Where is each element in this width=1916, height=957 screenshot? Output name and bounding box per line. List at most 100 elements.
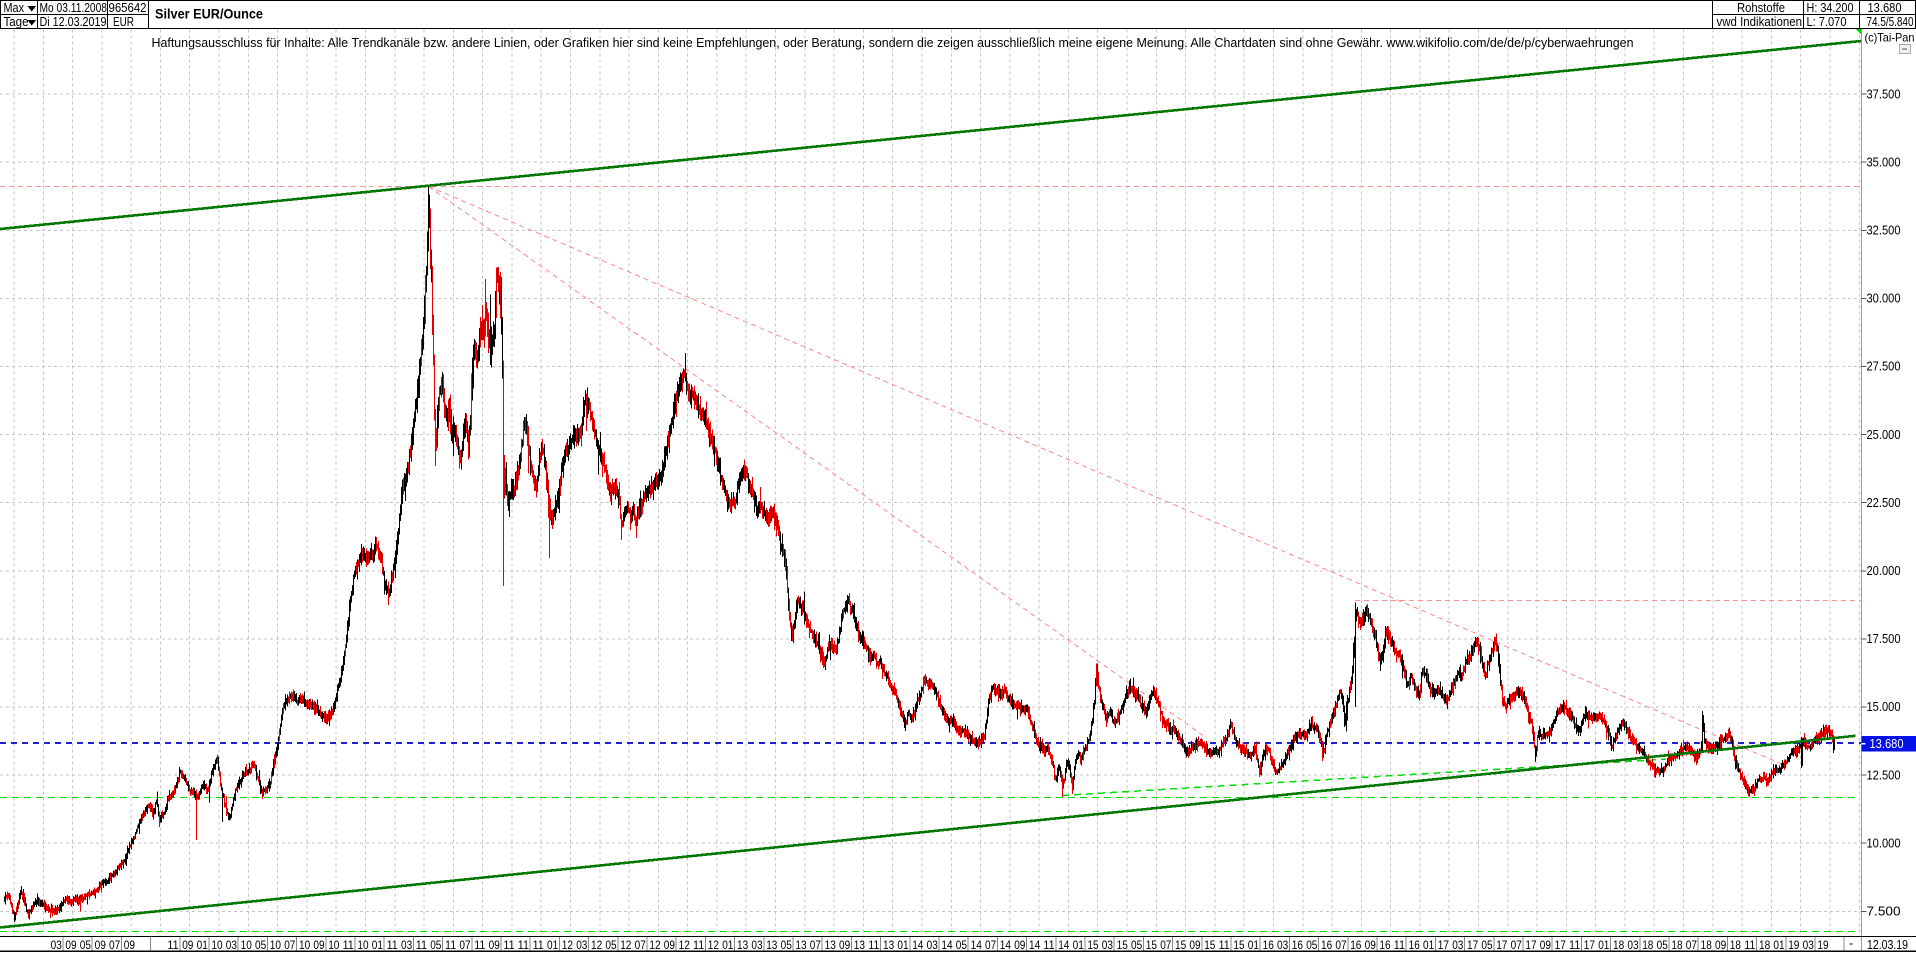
svg-text:11: 11 — [416, 938, 427, 952]
svg-text:03: 03 — [1277, 938, 1288, 952]
svg-text:12: 12 — [620, 938, 631, 952]
svg-text:05: 05 — [605, 938, 616, 952]
svg-text:13: 13 — [766, 938, 777, 952]
svg-text:74.5/5.840: 74.5/5.840 — [1867, 15, 1914, 29]
svg-text:18: 18 — [1613, 938, 1624, 952]
svg-text:03: 03 — [576, 938, 587, 952]
svg-text:03: 03 — [401, 938, 412, 952]
svg-text:05: 05 — [1481, 938, 1492, 952]
svg-text:09: 09 — [1540, 938, 1551, 952]
svg-text:vwd Indikationen: vwd Indikationen — [1717, 15, 1803, 29]
svg-text:L: 7.070: L: 7.070 — [1807, 15, 1847, 29]
svg-text:03: 03 — [751, 938, 762, 952]
svg-text:11: 11 — [1569, 938, 1580, 952]
svg-text:10: 10 — [328, 938, 339, 952]
svg-text:Rohstoffe: Rohstoffe — [1737, 1, 1785, 15]
svg-text:16: 16 — [1409, 938, 1420, 952]
svg-text:03: 03 — [51, 938, 62, 952]
svg-text:14: 14 — [1029, 938, 1040, 952]
svg-text:11: 11 — [343, 938, 354, 952]
svg-text:17: 17 — [1584, 938, 1595, 952]
svg-text:09: 09 — [1189, 938, 1200, 952]
svg-text:14: 14 — [912, 938, 923, 952]
svg-text:Silver EUR/Ounce: Silver EUR/Ounce — [155, 7, 263, 22]
svg-text:05: 05 — [255, 938, 266, 952]
svg-text:11: 11 — [474, 938, 485, 952]
svg-text:16: 16 — [1379, 938, 1390, 952]
svg-text:07: 07 — [635, 938, 646, 952]
svg-text:7.500: 7.500 — [1867, 905, 1901, 919]
svg-text:01: 01 — [1073, 938, 1084, 952]
svg-text:15: 15 — [1175, 938, 1186, 952]
svg-text:03: 03 — [1803, 938, 1814, 952]
svg-text:11: 11 — [1043, 938, 1054, 952]
svg-text:10: 10 — [299, 938, 310, 952]
svg-text:05: 05 — [1306, 938, 1317, 952]
svg-text:03: 03 — [1627, 938, 1638, 952]
svg-text:15: 15 — [1204, 938, 1215, 952]
svg-text:19: 19 — [1817, 938, 1828, 952]
svg-text:11: 11 — [445, 938, 456, 952]
svg-text:18: 18 — [1759, 938, 1770, 952]
svg-text:12: 12 — [562, 938, 573, 952]
svg-text:05: 05 — [1657, 938, 1668, 952]
svg-text:01: 01 — [897, 938, 908, 952]
svg-text:09: 09 — [839, 938, 850, 952]
svg-text:15: 15 — [1117, 938, 1128, 952]
svg-text:17.500: 17.500 — [1867, 632, 1901, 646]
svg-text:10: 10 — [211, 938, 222, 952]
svg-text:32.500: 32.500 — [1867, 224, 1901, 238]
svg-text:10.000: 10.000 — [1867, 836, 1901, 850]
svg-text:13.680: 13.680 — [1868, 1, 1902, 15]
svg-text:22.500: 22.500 — [1867, 496, 1901, 510]
svg-text:Max: Max — [4, 1, 25, 15]
svg-text:01: 01 — [1773, 938, 1784, 952]
svg-text:01: 01 — [372, 938, 383, 952]
svg-text:03: 03 — [1102, 938, 1113, 952]
svg-text:18: 18 — [1671, 938, 1682, 952]
svg-text:13: 13 — [795, 938, 806, 952]
svg-text:16: 16 — [1292, 938, 1303, 952]
svg-text:17: 17 — [1555, 938, 1566, 952]
svg-text:07: 07 — [1335, 938, 1346, 952]
svg-text:11: 11 — [1394, 938, 1405, 952]
svg-text:12: 12 — [591, 938, 602, 952]
svg-text:01: 01 — [1423, 938, 1434, 952]
svg-text:07: 07 — [284, 938, 295, 952]
svg-text:35.000: 35.000 — [1867, 155, 1901, 169]
svg-text:11: 11 — [1219, 938, 1230, 952]
svg-text:15.000: 15.000 — [1867, 700, 1901, 714]
svg-text:09: 09 — [664, 938, 675, 952]
svg-text:11: 11 — [868, 938, 879, 952]
svg-text:Tage: Tage — [4, 15, 29, 29]
svg-text:965642: 965642 — [109, 1, 147, 15]
svg-text:05: 05 — [430, 938, 441, 952]
svg-text:19: 19 — [1788, 938, 1799, 952]
svg-text:10: 10 — [357, 938, 368, 952]
svg-text:25.000: 25.000 — [1867, 428, 1901, 442]
svg-text:05: 05 — [80, 938, 91, 952]
svg-text:13: 13 — [825, 938, 836, 952]
svg-text:12: 12 — [649, 938, 660, 952]
svg-text:16: 16 — [1321, 938, 1332, 952]
svg-text:18: 18 — [1701, 938, 1712, 952]
svg-text:01: 01 — [1248, 938, 1259, 952]
svg-text:11: 11 — [167, 938, 178, 952]
svg-text:15: 15 — [1087, 938, 1098, 952]
svg-text:01: 01 — [722, 938, 733, 952]
svg-text:17: 17 — [1438, 938, 1449, 952]
svg-text:12: 12 — [679, 938, 690, 952]
svg-text:11: 11 — [533, 938, 544, 952]
svg-text:Di 12.03.2019: Di 12.03.2019 — [40, 15, 107, 29]
svg-text:11: 11 — [693, 938, 704, 952]
svg-text:14: 14 — [1000, 938, 1011, 952]
svg-text:07: 07 — [459, 938, 470, 952]
svg-text:-: - — [1849, 937, 1853, 951]
svg-text:EUR: EUR — [113, 15, 134, 29]
svg-text:09: 09 — [182, 938, 193, 952]
svg-text:01: 01 — [197, 938, 208, 952]
svg-text:14: 14 — [1058, 938, 1069, 952]
svg-text:20.000: 20.000 — [1867, 564, 1901, 578]
svg-text:12: 12 — [708, 938, 719, 952]
svg-text:10: 10 — [270, 938, 281, 952]
